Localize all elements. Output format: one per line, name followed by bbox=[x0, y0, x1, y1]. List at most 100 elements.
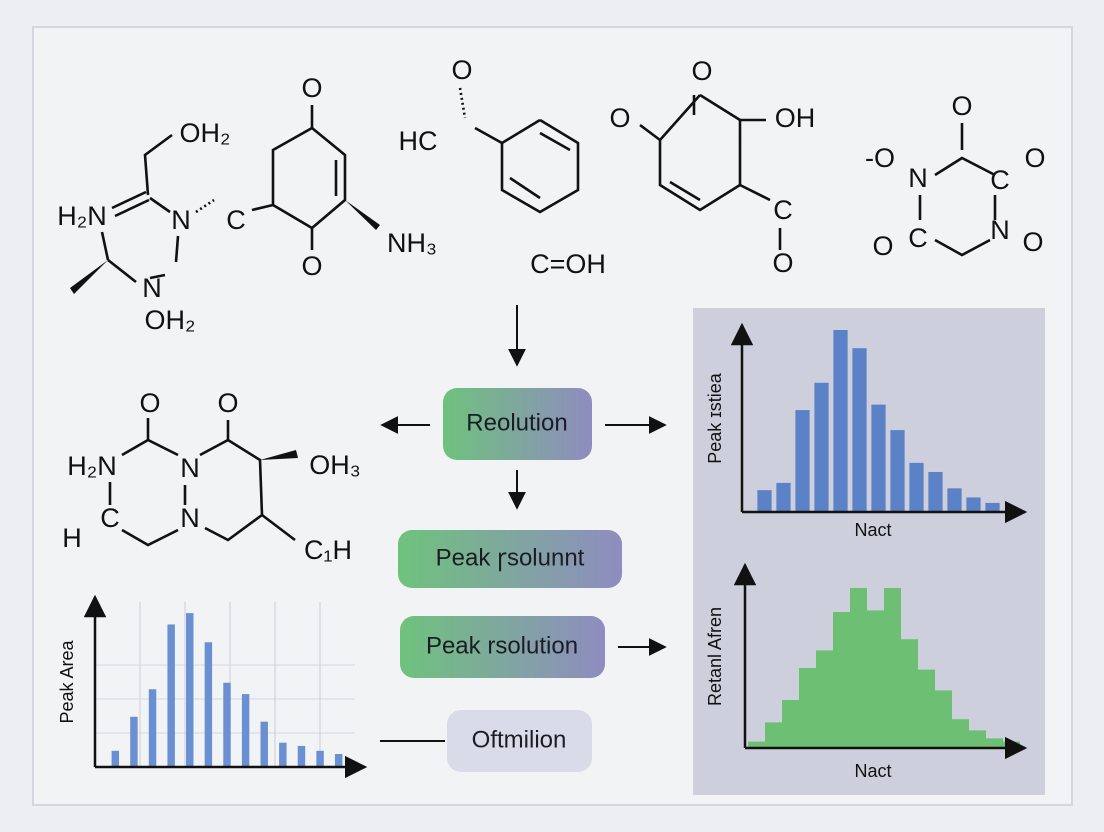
atom: C₁H bbox=[304, 535, 352, 565]
bond bbox=[195, 198, 215, 214]
bar bbox=[833, 330, 848, 512]
bar bbox=[799, 668, 816, 748]
atom: OH bbox=[775, 103, 816, 133]
box: Peak ꞅsolunnt bbox=[398, 530, 622, 588]
wedge bbox=[70, 260, 108, 294]
bar bbox=[986, 738, 1003, 748]
bar bbox=[814, 382, 829, 512]
atom: NH₃ bbox=[387, 228, 437, 258]
ring bbox=[199, 438, 264, 542]
atom: H₂N bbox=[57, 201, 106, 231]
atom: N bbox=[142, 273, 162, 303]
bar bbox=[969, 730, 986, 748]
atom: -O bbox=[865, 143, 895, 173]
atom: N bbox=[180, 453, 200, 483]
molecule: O HC C=OH bbox=[399, 55, 606, 279]
bar bbox=[223, 682, 231, 767]
bar bbox=[966, 497, 981, 512]
bar bbox=[316, 750, 324, 767]
atom: O bbox=[691, 56, 712, 86]
bond bbox=[639, 123, 661, 142]
bar bbox=[890, 430, 905, 512]
atom: OH₂ bbox=[180, 118, 231, 148]
molecule: O O H₂N N N OH₃ H C N C₁H bbox=[62, 388, 361, 565]
bar bbox=[918, 669, 935, 748]
molecule: OH₂ H₂N N N OH₂ bbox=[57, 118, 230, 335]
atom: H bbox=[62, 523, 82, 553]
bar bbox=[833, 612, 850, 748]
bond bbox=[149, 196, 171, 214]
bar bbox=[260, 721, 268, 767]
atom: C bbox=[773, 195, 793, 225]
bar bbox=[204, 642, 213, 767]
wedge bbox=[260, 450, 298, 460]
bar bbox=[776, 482, 791, 512]
bond bbox=[251, 203, 274, 212]
bar bbox=[167, 624, 175, 767]
atom: O bbox=[301, 251, 322, 281]
bond bbox=[174, 235, 180, 263]
bar bbox=[782, 700, 799, 748]
bar bbox=[867, 610, 884, 748]
bar bbox=[111, 750, 120, 767]
y-axis-label: Retanl Afren bbox=[705, 607, 725, 706]
box-label: Peak ꞅsolunnt bbox=[436, 544, 585, 571]
box-bg bbox=[398, 530, 622, 588]
bar bbox=[241, 694, 250, 767]
box-label: Peak rsolution bbox=[426, 632, 578, 659]
bond bbox=[669, 180, 701, 202]
bond bbox=[934, 156, 996, 177]
atom: N bbox=[908, 163, 928, 193]
bar bbox=[748, 741, 765, 748]
molecule: O -O N C O O C N O bbox=[865, 91, 1046, 261]
bond bbox=[143, 133, 173, 196]
bond bbox=[114, 198, 150, 218]
bar bbox=[130, 716, 138, 767]
y-axis-label: Peak ɪstiea bbox=[705, 372, 725, 463]
bar bbox=[852, 348, 867, 512]
box-bg bbox=[400, 616, 605, 678]
atom: O bbox=[301, 73, 322, 103]
bond bbox=[121, 438, 179, 457]
atom: C bbox=[226, 205, 246, 235]
bar bbox=[947, 488, 962, 512]
bar bbox=[297, 745, 306, 767]
x-axis-label: Nact bbox=[854, 520, 891, 540]
atom: C=OH bbox=[530, 249, 606, 279]
atom: C bbox=[908, 223, 928, 253]
atom: O bbox=[451, 55, 472, 85]
bond bbox=[111, 190, 147, 210]
box: Reolution bbox=[443, 388, 592, 460]
bond bbox=[149, 273, 166, 280]
box: Oftmilion bbox=[447, 710, 592, 772]
bar bbox=[952, 719, 969, 748]
atom: N bbox=[171, 205, 191, 235]
bar bbox=[884, 588, 901, 748]
bar bbox=[186, 613, 194, 767]
box-bg bbox=[443, 388, 592, 460]
molecule: O C O NH₃ bbox=[226, 73, 437, 281]
bar bbox=[279, 742, 287, 767]
atom: O bbox=[1022, 227, 1043, 257]
box-label: Oftmilion bbox=[472, 726, 567, 753]
box-bg bbox=[447, 710, 592, 772]
bar bbox=[148, 689, 157, 767]
atom: OH₂ bbox=[145, 305, 196, 335]
charts: Peak ɪstiea Nact Retanl Afren Nact Peak Area bbox=[57, 322, 1028, 781]
atom: N bbox=[990, 215, 1010, 245]
bar bbox=[985, 502, 1000, 512]
wedge bbox=[345, 200, 380, 230]
bar bbox=[901, 639, 918, 748]
bar bbox=[795, 410, 810, 512]
bar bbox=[757, 490, 772, 512]
atom: O bbox=[217, 388, 238, 418]
y-axis-label: Peak Area bbox=[57, 639, 77, 723]
atom: C bbox=[100, 503, 120, 533]
atom: N bbox=[180, 503, 200, 533]
bar bbox=[935, 690, 952, 748]
atom: C bbox=[990, 165, 1010, 195]
atom: O bbox=[772, 248, 793, 278]
bond bbox=[539, 131, 571, 152]
